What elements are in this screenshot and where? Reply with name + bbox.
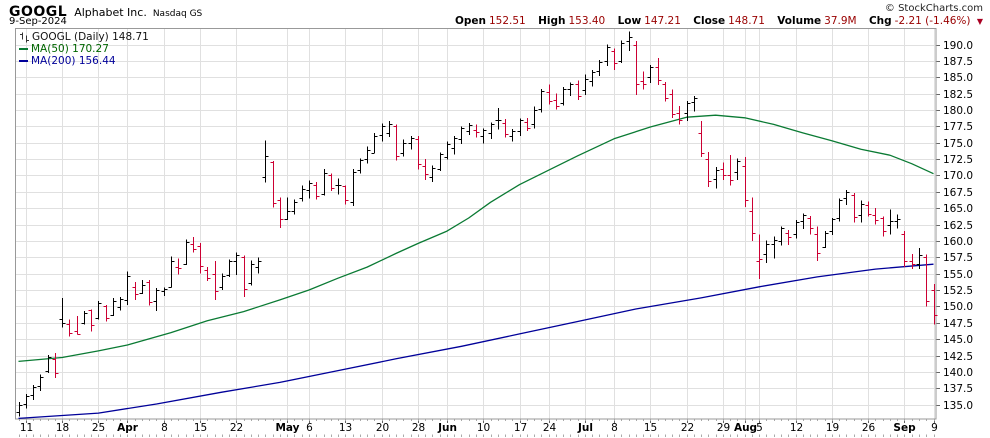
x-tick-label: Apr	[117, 422, 139, 434]
ma200-line	[18, 263, 934, 420]
chg-label: Chg	[868, 15, 892, 27]
y-tick-label: 162.5	[943, 220, 973, 232]
y-tick-label: 155.0	[943, 269, 973, 281]
y-tick-label: 145.0	[943, 334, 973, 346]
high-value: 153.40	[568, 15, 606, 27]
price-bars-icon	[19, 32, 29, 43]
legend-ma50-label: MA(50) 170.27	[31, 43, 109, 55]
close-label: Close	[693, 15, 726, 27]
legend-ma200-label: MA(200) 156.44	[31, 55, 116, 67]
y-tick-label: 140.0	[943, 367, 973, 379]
x-tick-label: 18	[56, 422, 69, 434]
y-tick-label: 150.0	[943, 301, 973, 313]
low-label: Low	[617, 15, 642, 27]
x-tick-label: 19	[826, 422, 839, 434]
x-tick-label: 10	[477, 422, 490, 434]
y-tick-label: 147.5	[943, 318, 973, 330]
x-tick-label: May	[275, 422, 299, 434]
legend-symbol-label: GOOGL (Daily) 148.71	[32, 31, 149, 43]
x-tick-label: 8	[611, 422, 618, 434]
price-bars	[16, 31, 938, 417]
x-tick-label: Jul	[577, 422, 593, 434]
y-tick-label: 160.0	[943, 236, 973, 248]
chart-legend: GOOGL (Daily) 148.71 MA(50) 170.27 MA(20…	[19, 31, 149, 67]
y-tick-label: 180.0	[943, 105, 973, 117]
y-tick-label: 152.5	[943, 285, 973, 297]
x-tick-label: 6	[306, 422, 313, 434]
x-tick-label: 15	[644, 422, 657, 434]
y-tick-label: 170.0	[943, 170, 973, 182]
y-tick-label: 187.5	[943, 56, 973, 68]
x-tick-label: 24	[543, 422, 557, 434]
x-tick-label: 28	[412, 422, 425, 434]
copyright-text: © StockCharts.com	[884, 3, 983, 14]
x-tick-label: 12	[790, 422, 803, 434]
x-tick-label: 22	[681, 422, 694, 434]
open-value: 152.51	[488, 15, 526, 27]
x-tick-label: Sep	[893, 422, 916, 434]
close-value: 148.71	[728, 15, 765, 27]
exchange-name: Nasdaq GS	[152, 9, 203, 19]
y-tick-label: 157.5	[943, 252, 973, 264]
x-tick-label: 20	[376, 422, 389, 434]
x-tick-label: 26	[862, 422, 876, 434]
y-tick-label: 177.5	[943, 121, 973, 133]
y-tick-label: 172.5	[943, 154, 973, 166]
quote-summary: Open 152.51 High 153.40 Low 147.21 Close 148…	[455, 15, 983, 27]
ticker-symbol: GOOGL	[9, 4, 68, 20]
ma50-line	[18, 114, 934, 363]
y-tick-label: 190.0	[943, 40, 973, 52]
change-down-triangle-icon: ▼	[976, 17, 983, 26]
x-tick-label: Aug	[734, 422, 757, 434]
x-tick-label: 13	[339, 422, 352, 434]
x-tick-label: 11	[20, 422, 33, 434]
x-tick-label: 15	[194, 422, 207, 434]
x-tick-label: 17	[514, 422, 527, 434]
y-tick-label: 182.5	[943, 89, 973, 101]
volume-value: 37.9M	[824, 15, 857, 27]
x-tick-label: 5	[756, 422, 763, 434]
x-tick-label: 22	[230, 422, 243, 434]
x-tick-label: Jun	[437, 422, 457, 434]
plot-frame	[15, 28, 937, 420]
open-label: Open	[454, 15, 486, 27]
y-tick-label: 135.0	[943, 400, 973, 412]
y-tick-label: 165.0	[943, 203, 973, 215]
ma200-line-swatch	[19, 60, 28, 62]
chart-header: GOOGL Alphabet Inc. Nasdaq GS	[9, 1, 202, 20]
chart-date: 9-Sep-2024	[9, 16, 67, 27]
chg-value: -2.21 (-1.46%)	[894, 15, 971, 27]
y-tick-label: 175.0	[943, 138, 973, 150]
ma50-line-swatch	[19, 48, 28, 50]
x-tick-label: 9	[931, 422, 938, 434]
high-label: High	[538, 15, 566, 27]
y-tick-label: 142.5	[943, 351, 973, 363]
low-value: 147.21	[644, 15, 681, 27]
x-tick-label: 8	[161, 422, 168, 434]
x-tick-label: 25	[92, 422, 105, 434]
y-tick-label: 167.5	[943, 187, 973, 199]
volume-label: Volume	[777, 15, 822, 27]
y-tick-label: 137.5	[943, 383, 973, 395]
y-tick-label: 185.0	[943, 72, 973, 84]
company-name: Alphabet Inc.	[74, 6, 147, 19]
x-tick-label: 29	[717, 422, 730, 434]
